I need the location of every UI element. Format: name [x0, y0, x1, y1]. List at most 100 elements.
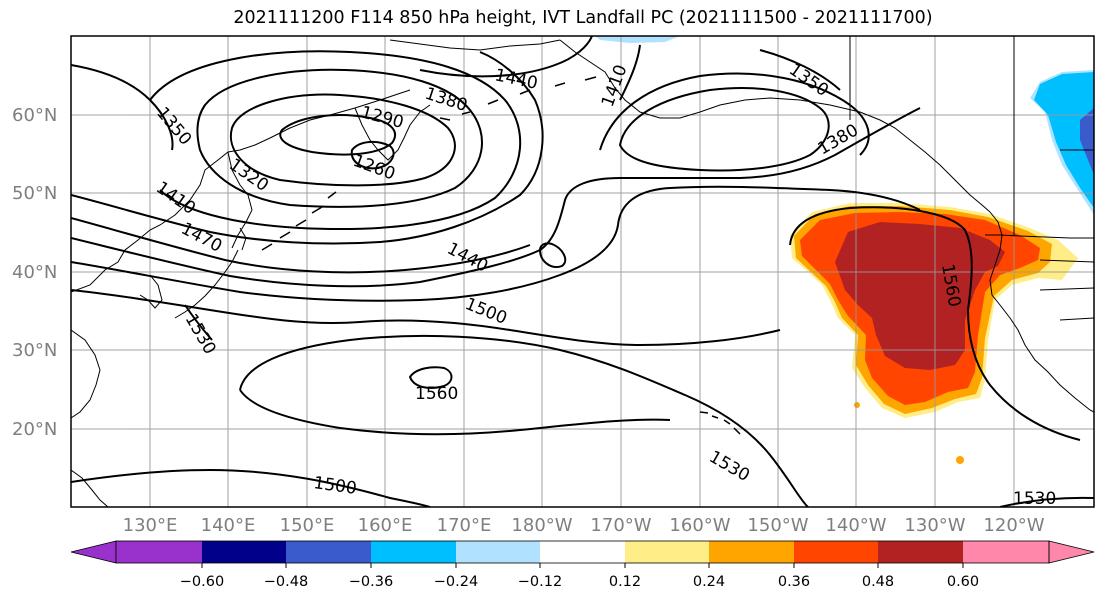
contour-label-1320: 1320: [225, 155, 272, 196]
lon-label-180w: 180°W: [511, 515, 572, 536]
lon-label-160e: 160°E: [358, 515, 413, 536]
anomaly-shading-negative: [595, 36, 1094, 215]
contour-1410-mid: [71, 51, 544, 245]
shading-dark-blue: [1080, 108, 1094, 175]
colorbar-label-p012: 0.12: [609, 574, 641, 590]
shading-blue: [1034, 72, 1094, 208]
contour-label-1410-west: 1410: [152, 178, 199, 219]
lon-label-170w: 170°W: [590, 515, 651, 536]
coast-korea: [139, 274, 163, 309]
contour-1320: [229, 93, 456, 187]
contour-1440-top: [419, 36, 593, 78]
contour-1500-bottom: [71, 468, 431, 507]
lon-label-120w: 120°W: [983, 515, 1044, 536]
lon-label-170e: 170°E: [437, 515, 492, 536]
contour-label-1380-top: 1380: [422, 84, 469, 116]
contour-label-1470: 1470: [178, 219, 226, 257]
coast-namerica: [989, 211, 1094, 413]
contour-1350-east-top: [759, 49, 841, 91]
map-frame: [70, 35, 1095, 508]
contour-label-1500-bottom: 1500: [312, 473, 358, 499]
contour-label-1530-se: 1530: [1013, 489, 1056, 509]
coastlines: [71, 36, 1094, 507]
lat-label-40: 40°N: [12, 262, 57, 283]
colorbar-frame: [115, 540, 1050, 564]
contour-1500: [71, 185, 921, 302]
plot-title: 2021111200 F114 850 hPa height, IVT Land…: [233, 8, 933, 28]
lon-label-140e: 140°E: [201, 515, 256, 536]
contour-1350-west: [71, 64, 174, 151]
gridlines: [71, 36, 1094, 507]
colorbar-label-n048: −0.48: [264, 574, 308, 590]
lon-label-130w: 130°W: [904, 515, 965, 536]
coast-china: [71, 329, 101, 419]
shading-dark-red: [835, 222, 1005, 370]
contour-label-1560-small: 1560: [415, 384, 458, 404]
lon-label-150e: 150°E: [280, 515, 335, 536]
contour-1290-low: [279, 114, 397, 156]
coast-alaska: [559, 39, 991, 213]
lat-label-30: 30°N: [12, 340, 57, 361]
lat-label-50: 50°N: [12, 183, 57, 204]
hawaii-islands: [699, 411, 741, 435]
contour-label-1350-west: 1350: [152, 103, 195, 149]
contour-1530-west: [184, 304, 213, 341]
colorbar-segment-3: [286, 541, 371, 563]
colorbar-label-p048: 0.48: [862, 574, 894, 590]
colorbar-segment-9: [794, 541, 878, 563]
border-provinces: [1013, 36, 1094, 321]
colorbar-label-p060: 0.60: [947, 574, 979, 590]
contour-label-1290: 1290: [359, 103, 406, 134]
lon-labels: 130°E 140°E 150°E 160°E 170°E 180°W 170°…: [123, 515, 1045, 536]
contour-1470-trough: [538, 242, 567, 268]
shading-dot-1: [854, 402, 860, 408]
colorbar: −0.60 −0.48 −0.36 −0.24 −0.12 0.12 0.24 …: [70, 540, 1095, 590]
colorbar-segment-5: [456, 541, 540, 563]
colorbar-segment-7: [625, 541, 709, 563]
contour-1530-se: [999, 496, 1094, 507]
contour-1470: [71, 217, 531, 274]
contour-1560-small: [408, 366, 453, 389]
contour-label-1530-hawaii: 1530: [706, 447, 753, 486]
anomaly-shading-positive: [790, 203, 1078, 464]
contour-label-1440-top: 1440: [493, 65, 539, 94]
coast-okhotsk: [227, 151, 253, 249]
contour-1380-loop: [149, 50, 522, 231]
colorbar-label-n060: −0.60: [180, 574, 224, 590]
lon-label-160w: 160°W: [669, 515, 730, 536]
colorbar-label-n024: −0.24: [434, 574, 478, 590]
colorbar-label-n036: −0.36: [349, 574, 393, 590]
coast-alaska-north: [389, 39, 561, 51]
lat-label-20: 20°N: [12, 419, 57, 440]
lat-label-60: 60°N: [12, 105, 57, 126]
contour-label-1260: 1260: [350, 151, 397, 185]
lon-label-130e: 130°E: [123, 515, 178, 536]
aleutian-islands: [439, 76, 597, 121]
colorbar-segment-2: [202, 541, 286, 563]
shading-light-blue-top: [595, 36, 680, 43]
colorbar-label-p036: 0.36: [778, 574, 810, 590]
colorbar-label-n012: −0.12: [518, 574, 562, 590]
lon-label-140w: 140°W: [825, 515, 886, 536]
colorbar-segment-1: [116, 541, 202, 563]
coast-seasia: [71, 469, 109, 507]
contour-1530-north: [71, 289, 781, 347]
contour-1440: [71, 107, 921, 288]
colorbar-segment-6: [540, 541, 625, 563]
contour-1380-east: [599, 72, 870, 156]
contour-1350-east: [618, 87, 830, 172]
contour-1260-low: [350, 140, 395, 170]
contour-1530-loop: [239, 334, 809, 507]
contour-1410-top: [619, 44, 641, 101]
colorbar-segment-10: [878, 541, 963, 563]
colorbar-segment-8: [709, 541, 794, 563]
height-contours: [71, 36, 1094, 507]
shading-dot-2: [956, 456, 964, 464]
lon-label-150w: 150°W: [747, 515, 808, 536]
kuril-islands: [261, 191, 337, 251]
lat-labels: 60°N 50°N 40°N 30°N 20°N: [12, 105, 57, 440]
colorbar-extend-right: [1048, 540, 1095, 564]
contour-1530-bottom: [239, 389, 671, 436]
contour-1350-loop: [196, 68, 483, 208]
